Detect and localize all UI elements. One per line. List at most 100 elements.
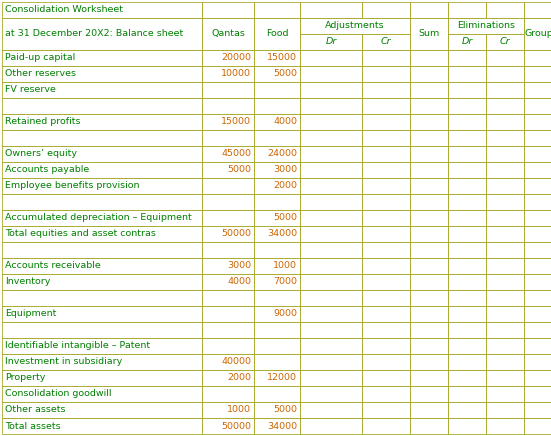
Bar — [448, 306, 486, 322]
Bar — [410, 338, 448, 354]
Text: 5000: 5000 — [273, 405, 297, 415]
Bar — [410, 258, 448, 274]
Bar — [410, 178, 448, 194]
Bar — [524, 146, 551, 162]
Bar — [202, 354, 254, 370]
Bar — [524, 130, 551, 146]
Bar — [254, 50, 300, 66]
Bar — [524, 194, 551, 210]
Bar — [202, 114, 254, 130]
Bar — [300, 162, 362, 178]
Bar — [362, 194, 410, 210]
Bar — [486, 370, 524, 386]
Bar — [300, 98, 362, 114]
Bar — [2, 2, 202, 18]
Text: 4000: 4000 — [227, 277, 251, 286]
Text: 20000: 20000 — [221, 54, 251, 62]
Text: Paid-up capital: Paid-up capital — [5, 54, 75, 62]
Bar — [410, 98, 448, 114]
Bar — [202, 162, 254, 178]
Bar — [2, 82, 202, 98]
Bar — [362, 290, 410, 306]
Bar — [410, 418, 448, 434]
Bar — [448, 418, 486, 434]
Bar — [410, 66, 448, 82]
Bar — [524, 50, 551, 66]
Bar — [2, 242, 202, 258]
Text: 12000: 12000 — [267, 374, 297, 382]
Bar — [524, 258, 551, 274]
Bar — [524, 370, 551, 386]
Bar — [486, 226, 524, 242]
Bar — [448, 290, 486, 306]
Bar — [300, 274, 362, 290]
Bar — [2, 306, 202, 322]
Bar — [202, 98, 254, 114]
Bar — [300, 386, 362, 402]
Bar — [254, 114, 300, 130]
Bar — [362, 338, 410, 354]
Bar — [524, 418, 551, 434]
Text: Cr: Cr — [381, 37, 391, 47]
Bar — [202, 226, 254, 242]
Bar — [2, 354, 202, 370]
Bar — [410, 2, 448, 18]
Bar — [448, 34, 486, 50]
Bar — [448, 274, 486, 290]
Bar — [202, 82, 254, 98]
Bar — [410, 274, 448, 290]
Bar — [486, 290, 524, 306]
Bar — [2, 370, 202, 386]
Text: 2000: 2000 — [273, 181, 297, 191]
Bar — [410, 162, 448, 178]
Bar — [254, 210, 300, 226]
Bar — [2, 98, 202, 114]
Bar — [300, 146, 362, 162]
Bar — [362, 258, 410, 274]
Bar — [448, 50, 486, 66]
Bar — [300, 194, 362, 210]
Bar — [202, 242, 254, 258]
Bar — [524, 66, 551, 82]
Bar — [362, 146, 410, 162]
Bar — [300, 50, 362, 66]
Bar — [254, 338, 300, 354]
Bar — [410, 226, 448, 242]
Bar — [202, 386, 254, 402]
Bar — [524, 322, 551, 338]
Bar — [202, 306, 254, 322]
Bar — [2, 178, 202, 194]
Bar — [254, 242, 300, 258]
Bar — [362, 226, 410, 242]
Bar — [448, 402, 486, 418]
Bar — [254, 130, 300, 146]
Bar — [254, 18, 300, 50]
Bar — [448, 354, 486, 370]
Bar — [410, 210, 448, 226]
Bar — [524, 82, 551, 98]
Bar — [254, 146, 300, 162]
Bar — [2, 386, 202, 402]
Bar — [362, 402, 410, 418]
Bar — [202, 418, 254, 434]
Text: Food: Food — [266, 30, 288, 38]
Bar — [362, 322, 410, 338]
Bar — [300, 370, 362, 386]
Bar — [300, 178, 362, 194]
Bar — [254, 258, 300, 274]
Text: 3000: 3000 — [227, 262, 251, 270]
Bar — [254, 322, 300, 338]
Bar — [300, 130, 362, 146]
Bar — [362, 274, 410, 290]
Bar — [300, 322, 362, 338]
Bar — [202, 50, 254, 66]
Bar — [254, 418, 300, 434]
Bar — [362, 242, 410, 258]
Bar — [486, 322, 524, 338]
Bar — [486, 418, 524, 434]
Text: Cr: Cr — [500, 37, 510, 47]
Bar — [524, 210, 551, 226]
Bar — [202, 258, 254, 274]
Bar — [254, 290, 300, 306]
Text: 1000: 1000 — [273, 262, 297, 270]
